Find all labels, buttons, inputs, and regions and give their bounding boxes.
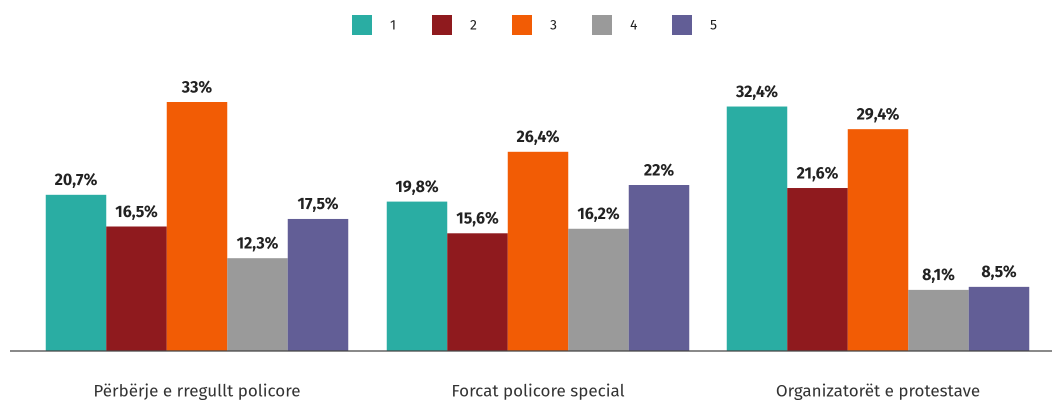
bar [386,201,448,351]
value-label: 8,1% [922,266,955,285]
bar [227,258,288,351]
legend-swatch [592,15,612,35]
value-label: 21,6% [797,164,839,183]
value-label: 19,8% [395,178,439,197]
value-label: 20,7% [55,171,98,190]
bar [447,233,508,351]
bar [45,194,107,351]
bar [628,185,690,351]
legend-label: 4 [630,17,638,34]
legend-swatch [512,15,532,35]
legend-label: 1 [390,17,396,34]
legend-swatch [352,15,372,35]
bar [908,289,969,351]
value-label: 29,4% [857,105,900,124]
legend-label: 3 [550,17,557,34]
category-label: Organizatorët e protestave [776,380,980,401]
bar [787,188,848,351]
bar [166,102,228,351]
bar [568,228,629,351]
bar [507,151,569,351]
value-label: 16,2% [577,205,620,224]
category-label: Përbërje e rregullt policore [93,380,300,401]
value-label: 32,4% [735,83,778,102]
value-label: 16,5% [115,203,158,222]
value-label: 33% [181,78,213,97]
value-label: 8,5% [981,263,1017,282]
legend-swatch [432,15,452,35]
bar [726,106,788,351]
value-label: 15,6% [456,210,499,229]
legend-swatch [672,15,692,35]
legend-label: 2 [470,17,477,34]
value-label: 17,5% [298,195,339,214]
bar [847,129,909,351]
value-label: 26,4% [517,128,560,147]
legend-label: 5 [710,17,717,34]
category-label: Forcat policore special [451,380,624,401]
value-label: 12,3% [237,234,279,253]
bar [287,218,349,351]
bar [106,226,167,351]
value-label: 22% [644,161,675,180]
bar [968,286,1030,351]
